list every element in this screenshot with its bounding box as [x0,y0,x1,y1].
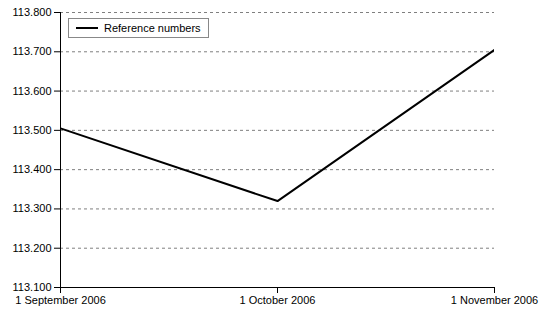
svg-text:1 November 2006: 1 November 2006 [451,294,538,306]
svg-text:1 October 2006: 1 October 2006 [240,294,316,306]
svg-text:1 September 2006: 1 September 2006 [15,294,106,306]
svg-text:113.600: 113.600 [13,85,52,97]
svg-text:113.200: 113.200 [13,242,52,254]
svg-text:113.800: 113.800 [13,6,52,18]
svg-text:113.300: 113.300 [13,202,52,214]
svg-text:113.100: 113.100 [13,281,52,293]
svg-text:113.400: 113.400 [13,163,52,175]
svg-text:113.700: 113.700 [13,45,52,57]
svg-text:113.500: 113.500 [13,124,52,136]
html-text:Reference numbers: Reference numbers [104,22,201,34]
